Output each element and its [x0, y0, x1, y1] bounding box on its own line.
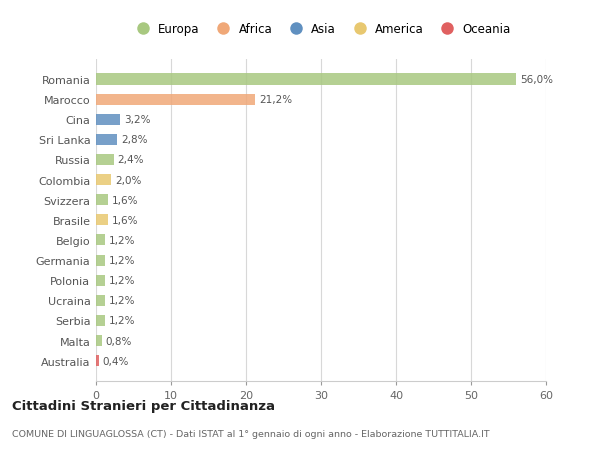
Legend: Europa, Africa, Asia, America, Oceania: Europa, Africa, Asia, America, Oceania [128, 21, 514, 38]
Bar [96, 114, 120, 125]
Text: Cittadini Stranieri per Cittadinanza: Cittadini Stranieri per Cittadinanza [12, 399, 275, 412]
Text: 0,8%: 0,8% [106, 336, 132, 346]
Bar [96, 134, 117, 146]
Bar [96, 95, 255, 106]
Text: 2,8%: 2,8% [121, 135, 147, 145]
Bar [96, 315, 105, 326]
Bar [96, 355, 99, 366]
Text: 1,2%: 1,2% [109, 296, 135, 306]
Bar [96, 74, 516, 85]
Text: COMUNE DI LINGUAGLOSSA (CT) - Dati ISTAT al 1° gennaio di ogni anno - Elaborazio: COMUNE DI LINGUAGLOSSA (CT) - Dati ISTAT… [12, 429, 490, 438]
Bar [96, 195, 108, 206]
Bar [96, 255, 105, 266]
Text: 2,4%: 2,4% [118, 155, 144, 165]
Bar [96, 235, 105, 246]
Bar [96, 155, 114, 166]
Bar [96, 275, 105, 286]
Text: 1,2%: 1,2% [109, 316, 135, 326]
Text: 2,0%: 2,0% [115, 175, 141, 185]
Text: 1,2%: 1,2% [109, 235, 135, 246]
Text: 3,2%: 3,2% [124, 115, 150, 125]
Bar [96, 335, 102, 346]
Text: 1,2%: 1,2% [109, 275, 135, 285]
Bar [96, 174, 111, 186]
Text: 1,6%: 1,6% [112, 215, 138, 225]
Bar [96, 295, 105, 306]
Text: 0,4%: 0,4% [103, 356, 129, 366]
Bar [96, 215, 108, 226]
Text: 1,6%: 1,6% [112, 195, 138, 205]
Text: 1,2%: 1,2% [109, 256, 135, 265]
Text: 56,0%: 56,0% [520, 75, 553, 85]
Text: 21,2%: 21,2% [259, 95, 292, 105]
